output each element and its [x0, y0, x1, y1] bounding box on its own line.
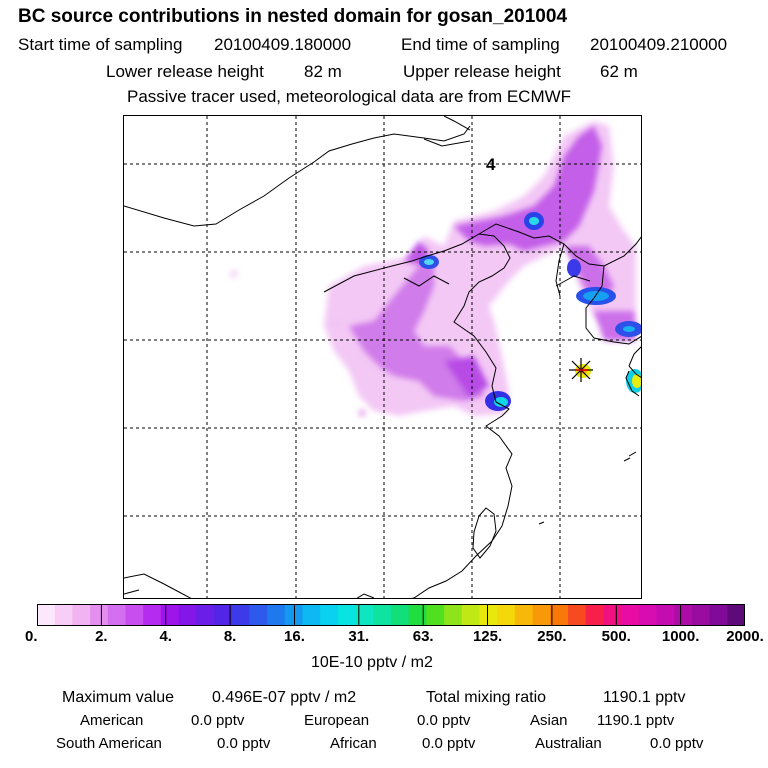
colorbar-cell	[461, 604, 480, 626]
tracer-note: Passive tracer used, meteorological data…	[127, 87, 572, 106]
colorbar-cell	[72, 604, 91, 626]
colorbar-cell	[355, 604, 374, 626]
colorbar-cell	[497, 604, 516, 626]
colorbar-units: 10E-10 pptv / m2	[311, 654, 433, 671]
colorbar-tick-label: 63.	[412, 628, 434, 645]
colorbar-cell	[550, 604, 569, 626]
colorbar-cell	[603, 604, 622, 626]
colorbar-cell	[320, 604, 339, 626]
colorbar	[37, 604, 745, 626]
colorbar-cell	[107, 604, 126, 626]
region-value: 0.0 pptv	[422, 735, 476, 752]
colorbar-cell	[267, 604, 286, 626]
colorbar-cell	[408, 604, 427, 626]
lower-release-value: 82 m	[304, 62, 342, 81]
colorbar-cell	[373, 604, 392, 626]
colorbar-cell	[160, 604, 179, 626]
total-mixing-value: 1190.1 pptv	[603, 689, 686, 706]
release-site-marker	[569, 358, 593, 382]
region-value: 0.0 pptv	[417, 712, 471, 729]
colorbar-cell	[479, 604, 498, 626]
max-value-label: Maximum value	[62, 689, 175, 706]
colorbar-tick-label: 2.	[95, 628, 108, 645]
colorbar-tick-label: 31.	[348, 628, 370, 645]
colorbar-tick-label: 4.	[159, 628, 172, 645]
colorbar-cell	[214, 604, 233, 626]
colorbar-tick-label: 0.	[25, 628, 38, 645]
region-name: Australian	[535, 735, 602, 752]
plot-title: BC source contributions in nested domain…	[18, 6, 568, 27]
map-canvas: 4	[124, 116, 641, 598]
region-value: 1190.1 pptv	[597, 712, 675, 729]
region-name: American	[80, 712, 144, 729]
colorbar-cell	[284, 604, 303, 626]
region-name: African	[330, 735, 377, 752]
colorbar-cell	[143, 604, 162, 626]
colorbar-cell	[90, 604, 109, 626]
colorbar-tick-label: 1000.	[661, 628, 700, 645]
coastlines	[124, 116, 641, 598]
colorbar-cell	[391, 604, 410, 626]
colorbar-cell	[709, 604, 728, 626]
colorbar-tick-label: 8.	[223, 628, 237, 645]
region-name: South American	[56, 735, 162, 752]
region-name: Asian	[530, 712, 568, 729]
start-time-label: Start time of sampling	[18, 35, 183, 54]
colorbar-cell	[178, 604, 197, 626]
lower-release-label: Lower release height	[106, 62, 264, 81]
region-name: European	[304, 712, 370, 729]
colorbar-tick-label: 125.	[472, 628, 503, 645]
colorbar-cell	[231, 604, 250, 626]
region-value: 0.0 pptv	[217, 735, 271, 752]
colorbar-cell	[249, 604, 268, 626]
colorbar-cell	[656, 604, 675, 626]
colorbar-cell	[727, 604, 745, 626]
colorbar-cell	[532, 604, 551, 626]
colorbar-cell	[426, 604, 445, 626]
colorbar-cell	[585, 604, 604, 626]
map-panel: 4	[123, 115, 642, 599]
colorbar-cell	[514, 604, 533, 626]
region-value: 0.0 pptv	[191, 712, 245, 729]
total-mixing-label: Total mixing ratio	[426, 689, 547, 706]
colorbar-tick-label: 16.	[284, 628, 305, 645]
colorbar-cell	[302, 604, 321, 626]
start-time-value: 20100409.180000	[214, 35, 352, 54]
concentration-hotspots	[419, 212, 641, 411]
colorbar-tick-label: 250.	[537, 628, 567, 645]
colorbar-cell	[568, 604, 587, 626]
colorbar-tick-label: 500.	[601, 628, 631, 645]
max-value: 0.496E-07 pptv / m2	[212, 689, 357, 706]
colorbar-cell	[196, 604, 215, 626]
colorbar-cells	[37, 604, 745, 626]
lat-lon-grid	[124, 116, 641, 598]
end-time-label: End time of sampling	[401, 35, 560, 54]
colorbar-cell	[638, 604, 657, 626]
upper-release-value: 62 m	[600, 62, 638, 81]
colorbar-cell	[54, 604, 73, 626]
region-value: 0.0 pptv	[650, 735, 704, 752]
upper-release-label: Upper release height	[403, 62, 561, 81]
colorbar-cell	[444, 604, 463, 626]
colorbar-cell	[37, 604, 56, 626]
colorbar-cell	[691, 604, 710, 626]
colorbar-cell	[125, 604, 144, 626]
colorbar-cell	[337, 604, 356, 626]
colorbar-tick-label: 2000.	[726, 628, 764, 645]
end-time-value: 20100409.210000	[590, 35, 728, 54]
day-label: 4	[486, 155, 496, 174]
colorbar-cell	[621, 604, 640, 626]
colorbar-cell	[674, 604, 693, 626]
